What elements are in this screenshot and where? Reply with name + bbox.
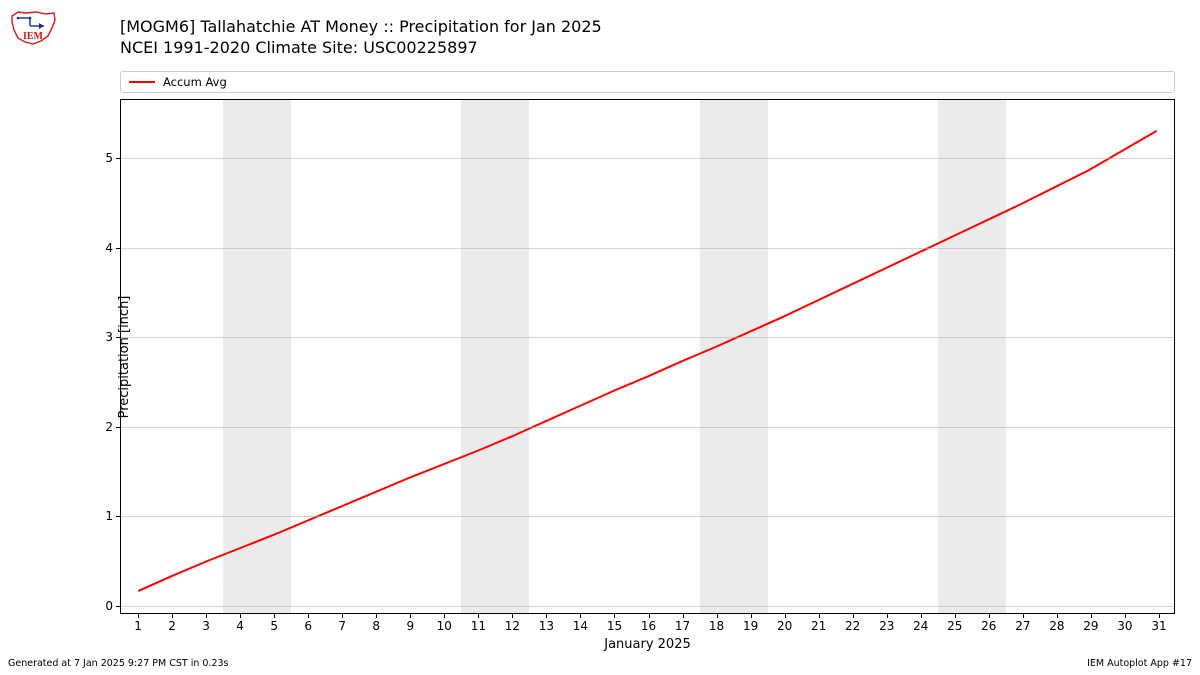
x-tick-label: 4: [236, 613, 244, 633]
x-tick-label: 26: [981, 613, 996, 633]
line-series: [121, 100, 1174, 613]
chart-title: [MOGM6] Tallahatchie AT Money :: Precipi…: [120, 17, 602, 59]
x-tick-label: 21: [811, 613, 826, 633]
x-tick-label: 6: [304, 613, 312, 633]
gridline: [121, 248, 1174, 249]
y-tick-label: 2: [105, 420, 121, 434]
x-tick-label: 23: [879, 613, 894, 633]
x-tick-label: 5: [270, 613, 278, 633]
x-tick-label: 25: [947, 613, 962, 633]
y-tick-label: 0: [105, 599, 121, 613]
x-tick-label: 14: [573, 613, 588, 633]
x-tick-label: 12: [505, 613, 520, 633]
x-axis-label: January 2025: [604, 637, 691, 652]
title-line2: NCEI 1991-2020 Climate Site: USC00225897: [120, 38, 602, 59]
gridline: [121, 158, 1174, 159]
footer-app: IEM Autoplot App #17: [1087, 658, 1192, 669]
x-tick-label: 7: [338, 613, 346, 633]
y-tick-label: 5: [105, 151, 121, 165]
gridline: [121, 427, 1174, 428]
x-tick-label: 16: [641, 613, 656, 633]
footer-generated: Generated at 7 Jan 2025 9:27 PM CST in 0…: [8, 658, 228, 669]
x-tick-label: 11: [471, 613, 486, 633]
x-tick-label: 2: [168, 613, 176, 633]
x-tick-label: 13: [539, 613, 554, 633]
x-tick-label: 17: [675, 613, 690, 633]
y-tick-label: 4: [105, 241, 121, 255]
x-tick-label: 19: [743, 613, 758, 633]
svg-text:IEM: IEM: [23, 31, 44, 42]
gridline: [121, 606, 1174, 607]
x-tick-label: 10: [437, 613, 452, 633]
x-tick-label: 18: [709, 613, 724, 633]
legend-swatch: [129, 81, 155, 83]
x-tick-label: 24: [913, 613, 928, 633]
x-tick-label: 31: [1151, 613, 1166, 633]
precipitation-chart: Precipitation [inch] January 2025 012345…: [120, 99, 1175, 614]
x-tick-label: 22: [845, 613, 860, 633]
title-line1: [MOGM6] Tallahatchie AT Money :: Precipi…: [120, 17, 602, 38]
gridline: [121, 337, 1174, 338]
y-tick-label: 1: [105, 509, 121, 523]
iem-logo: IEM: [8, 8, 58, 48]
legend: Accum Avg: [120, 71, 1175, 93]
gridline: [121, 516, 1174, 517]
x-tick-label: 9: [406, 613, 414, 633]
x-tick-label: 20: [777, 613, 792, 633]
y-tick-label: 3: [105, 330, 121, 344]
x-tick-label: 1: [134, 613, 142, 633]
x-tick-label: 28: [1049, 613, 1064, 633]
x-tick-label: 30: [1117, 613, 1132, 633]
x-tick-label: 29: [1083, 613, 1098, 633]
x-tick-label: 15: [607, 613, 622, 633]
x-tick-label: 3: [202, 613, 210, 633]
x-tick-label: 27: [1015, 613, 1030, 633]
legend-label: Accum Avg: [163, 75, 227, 89]
x-tick-label: 8: [372, 613, 380, 633]
